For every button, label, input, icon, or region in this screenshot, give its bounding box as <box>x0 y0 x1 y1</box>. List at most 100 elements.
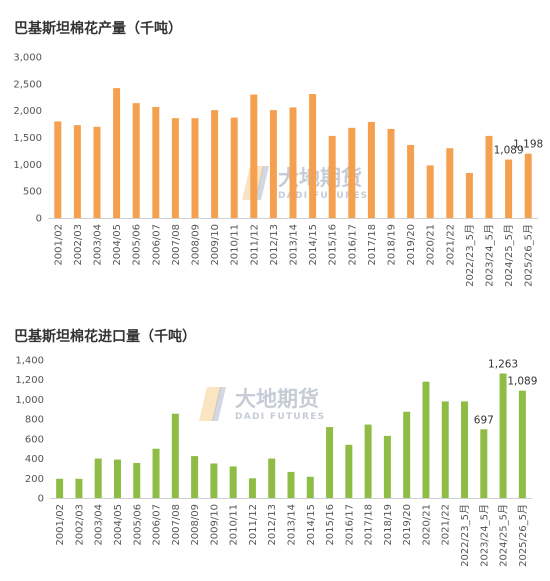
import-bar <box>210 463 218 498</box>
import-bar <box>383 435 391 498</box>
production-x-tick-label: 2003/04 <box>93 224 104 266</box>
production-data-label: 1,089 <box>494 145 524 157</box>
production-x-tick-label: 2001/02 <box>53 224 64 266</box>
import-x-tick-label: 2002/03 <box>74 504 85 546</box>
import-bar <box>248 478 256 498</box>
production-bar <box>132 103 140 218</box>
production-bar <box>524 153 532 218</box>
import-x-tick-label: 2014/15 <box>306 504 317 546</box>
production-y-tick-label: 1,000 <box>13 160 42 171</box>
production-bar <box>191 118 199 218</box>
production-data-label: 1,198 <box>513 139 543 151</box>
production-y-tick-label: 2,000 <box>13 106 42 117</box>
import-x-tick-label: 2017/18 <box>364 504 375 546</box>
production-bar <box>367 121 375 218</box>
production-bars <box>54 88 532 218</box>
import-bar <box>461 401 469 498</box>
import-bar <box>152 448 160 498</box>
production-x-tick-label: 2015/16 <box>328 224 339 266</box>
production-x-tick-label: 2009/10 <box>210 224 221 266</box>
import-bar <box>75 478 83 498</box>
production-bar <box>171 118 179 218</box>
production-x-tick-label: 2008/09 <box>191 224 202 266</box>
import-x-tick-label: 2009/10 <box>209 504 220 546</box>
import-x-tick-label: 2005/06 <box>132 504 143 546</box>
production-bar <box>328 135 336 218</box>
production-x-tick-label: 2024/25_5月 <box>503 224 515 287</box>
production-x-tick-label: 2017/18 <box>367 224 378 266</box>
import-x-tick-label: 2004/05 <box>113 504 124 546</box>
production-x-axis: 2001/02 2002/03 2003/04 2004/05 2005/06 2006/… <box>53 224 534 287</box>
import-bar <box>229 466 237 498</box>
production-y-tick-label: 3,000 <box>13 53 42 64</box>
import-x-tick-label: 2024/25_5月 <box>498 504 510 567</box>
production-x-tick-label: 2007/08 <box>171 224 182 266</box>
import-x-tick-label: 2015/16 <box>325 504 336 546</box>
import-watermark-logo-icon <box>199 387 221 421</box>
production-x-tick-label: 2012/13 <box>269 224 280 266</box>
import-bar <box>171 413 179 498</box>
import-chart-panel: 巴基斯坦棉花进口量（千吨） 大地期货 DADI FUTURES 0 200 400 600… <box>0 290 550 581</box>
production-bar <box>269 110 277 218</box>
production-x-tick-label: 2004/05 <box>112 224 123 266</box>
import-x-tick-label: 2019/20 <box>402 504 413 546</box>
production-watermark-en-text: DADI FUTURES <box>278 191 368 201</box>
production-y-axis: 0 500 1,000 1,500 2,000 2,500 3,000 <box>13 53 42 225</box>
import-x-tick-label: 2007/08 <box>171 504 182 546</box>
import-x-tick-label: 2008/09 <box>190 504 201 546</box>
import-bar <box>133 463 141 498</box>
import-x-tick-label: 2011/12 <box>248 504 259 546</box>
import-x-tick-label: 2023/24_5月 <box>478 504 490 567</box>
import-x-tick-label: 2001/02 <box>55 504 66 546</box>
production-x-tick-label: 2022/23_5月 <box>464 224 476 287</box>
production-y-tick-label: 2,500 <box>13 79 42 90</box>
import-y-tick-label: 400 <box>25 454 44 465</box>
import-bar <box>268 458 276 498</box>
import-bar <box>326 427 334 498</box>
import-bar <box>345 444 353 498</box>
production-bar <box>113 88 121 218</box>
import-bar <box>422 381 430 498</box>
production-bar <box>348 127 356 218</box>
production-bar <box>505 159 513 218</box>
import-bar <box>94 458 102 498</box>
production-bar <box>465 172 473 218</box>
import-bar <box>364 424 372 498</box>
production-y-tick-label: 500 <box>23 187 42 198</box>
import-data-label: 697 <box>474 414 494 426</box>
production-bar <box>250 94 258 218</box>
import-y-tick-label: 1,000 <box>15 395 44 406</box>
production-chart-panel: 巴基斯坦棉花产量（千吨） 大地期货 DADI FUTURES 0 500 1,000 1,… <box>0 0 550 290</box>
import-y-tick-label: 0 <box>38 494 44 505</box>
production-bar <box>93 126 101 218</box>
production-bar <box>211 110 219 218</box>
import-bar <box>191 456 199 498</box>
production-x-tick-label: 2013/14 <box>289 224 300 266</box>
production-bar <box>289 107 297 218</box>
production-x-tick-label: 2010/11 <box>230 224 241 266</box>
import-chart-title: 巴基斯坦棉花进口量（千吨） <box>14 329 196 345</box>
import-bar <box>499 373 507 498</box>
production-x-tick-label: 2019/20 <box>406 224 417 266</box>
import-x-tick-label: 2020/21 <box>421 504 432 546</box>
production-x-tick-label: 2002/03 <box>73 224 84 266</box>
import-x-tick-label: 2003/04 <box>94 504 105 546</box>
import-y-tick-label: 800 <box>25 415 44 426</box>
import-bar <box>306 476 314 498</box>
import-x-tick-label: 2021/22 <box>441 504 452 546</box>
import-bar <box>113 459 121 498</box>
import-x-tick-label: 2018/19 <box>383 504 394 546</box>
production-bar <box>485 135 493 218</box>
import-x-tick-label: 2012/13 <box>267 504 278 546</box>
import-x-tick-label: 2006/07 <box>152 504 163 546</box>
production-bar <box>152 106 160 218</box>
import-x-tick-label: 2010/11 <box>229 504 240 546</box>
production-x-tick-label: 2020/21 <box>426 224 437 266</box>
import-bar <box>518 390 526 498</box>
import-bars <box>56 373 526 498</box>
import-y-tick-label: 600 <box>25 434 44 445</box>
production-x-tick-label: 2025/26_5月 <box>523 224 535 287</box>
production-x-tick-label: 2011/12 <box>249 224 260 266</box>
